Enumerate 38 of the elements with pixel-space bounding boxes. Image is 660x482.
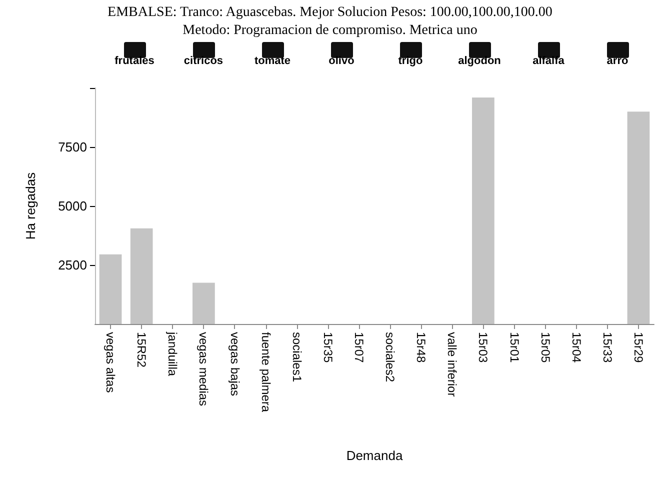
bar — [472, 97, 494, 324]
y-tick-label: 5000 — [58, 198, 87, 214]
bar — [627, 112, 650, 324]
bar — [192, 282, 215, 324]
x-tick-label: valle inferior — [445, 332, 460, 397]
x-tick-label: sociales1 — [290, 332, 304, 382]
bar — [130, 228, 153, 324]
chart-title: EMBALSE: Tranco: Aguascebas. Mejor Solucion Pesos: 100.00,100.00,100.00 — [106, 4, 554, 22]
x-tick-label: 15R52 — [134, 332, 149, 368]
x-tick-label: 15r35 — [320, 332, 335, 364]
x-tick-label: vegas bajas — [228, 332, 242, 396]
text: alfalfa — [532, 55, 564, 67]
x-tick-label: 15r07 — [352, 332, 366, 364]
bar — [99, 254, 122, 324]
x-tick-label: vegas altas — [104, 332, 118, 393]
x-tick-label: 15r01 — [507, 332, 522, 364]
text: arro — [606, 55, 628, 67]
text: frutales — [114, 55, 154, 67]
x-tick-label: 15r05 — [538, 332, 552, 364]
x-tick-label: 15r04 — [569, 332, 584, 364]
text: citricos — [184, 55, 224, 67]
x-tick-label: vegas medias — [196, 332, 211, 406]
x-axis-title: Demanda — [346, 448, 404, 463]
chart-subtitle: Metodo: Programacion de compromiso. Metrica uno — [182, 22, 478, 40]
y-tick-label: 2500 — [58, 258, 87, 272]
y-axis-title: Ha regadas — [23, 172, 38, 240]
x-tick-label: janduilla — [166, 331, 180, 376]
x-tick-label: 15r03 — [476, 332, 490, 364]
y-tick-label: 7500 — [58, 140, 87, 154]
x-tick-label: fuente palmera — [258, 332, 273, 412]
x-tick-label: 15r29 — [631, 332, 646, 364]
text: trigo — [398, 55, 423, 67]
text: algodon — [458, 55, 501, 67]
text: olivo — [328, 55, 354, 67]
x-tick-label: sociales2 — [383, 332, 398, 382]
x-tick-label: 15r33 — [600, 332, 614, 364]
x-tick-label: 15r48 — [414, 332, 428, 364]
text: tomate — [254, 55, 291, 67]
